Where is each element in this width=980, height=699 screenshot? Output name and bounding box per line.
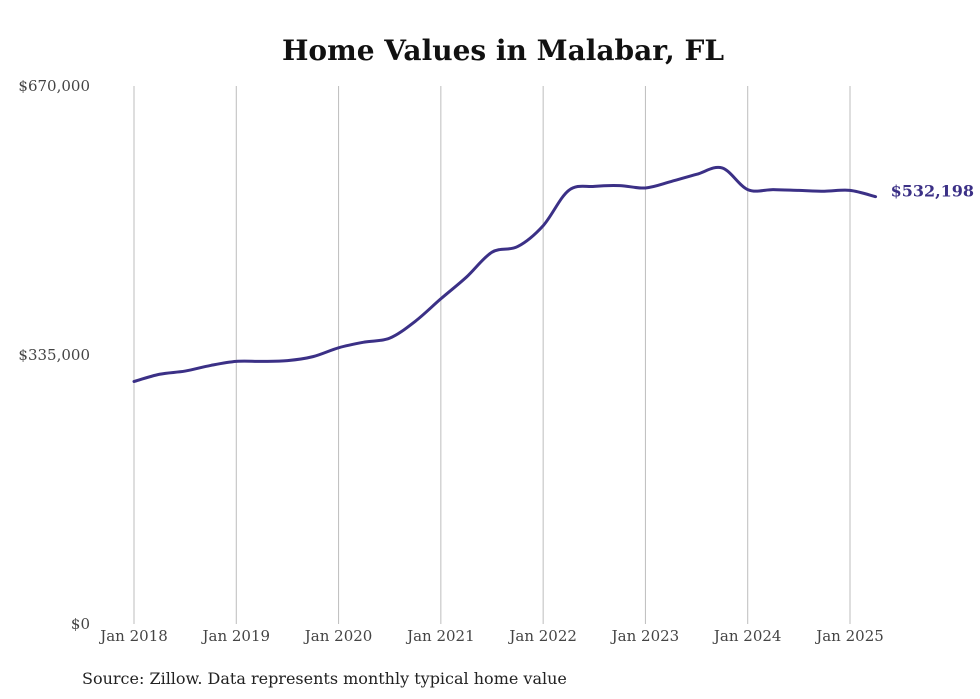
series-layer: $532,198	[132, 165, 975, 383]
y-tick-label-2: $670,000	[18, 77, 90, 95]
x-tick-label-2023: Jan 2023	[610, 627, 680, 645]
x-tick-label-2022: Jan 2022	[507, 627, 577, 645]
source-note: Source: Zillow. Data represents monthly …	[82, 669, 567, 688]
x-tick-label-2024: Jan 2024	[712, 627, 782, 645]
x-tick-label-2020: Jan 2020	[303, 627, 373, 645]
y-tick-label-0: $0	[71, 615, 90, 633]
series-line-0	[132, 165, 878, 383]
grid-lines	[133, 86, 851, 624]
x-tick-label-2019: Jan 2019	[201, 627, 271, 645]
x-axis-ticks: Jan 2018 Jan 2019 Jan 2020 Jan 2021 Jan 2022…	[98, 627, 884, 645]
x-tick-label-2018: Jan 2018	[98, 627, 168, 645]
y-tick-label-1: $335,000	[18, 346, 90, 364]
y-axis-ticks: $0 $335,000 $670,000	[18, 77, 90, 633]
x-tick-label-2021: Jan 2021	[405, 627, 475, 645]
end-value-label: $532,198	[891, 182, 975, 201]
chart-title: Home Values in Malabar, FL	[282, 34, 724, 67]
x-tick-label-2025: Jan 2025	[814, 627, 884, 645]
